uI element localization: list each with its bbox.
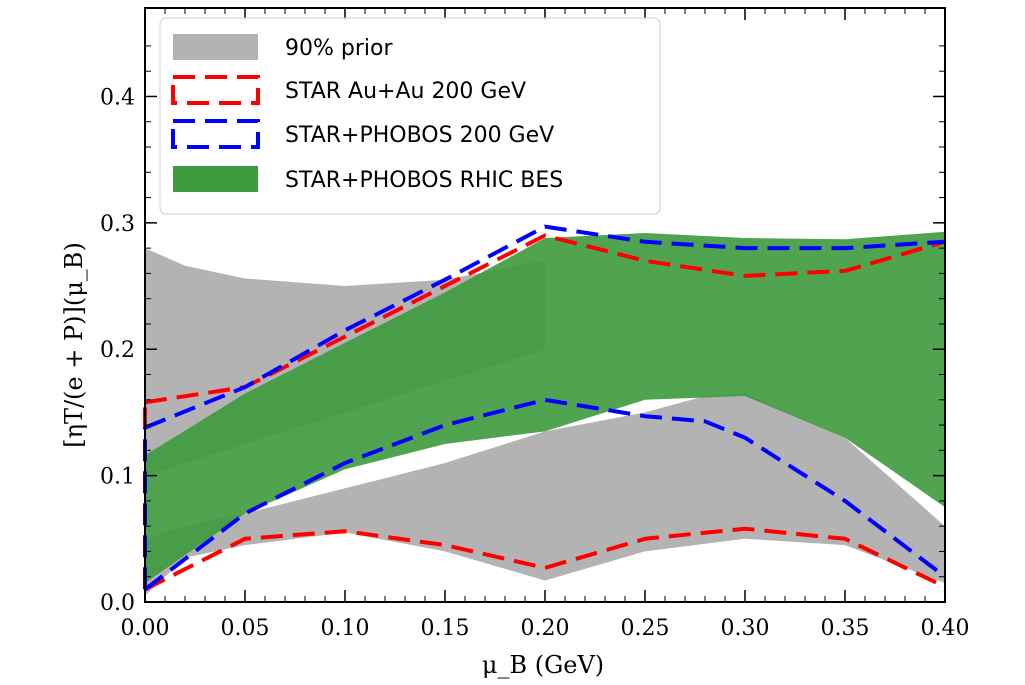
star-auau-lower-curve bbox=[144, 526, 946, 592]
x-axis-label: μ_B (GeV) bbox=[482, 651, 604, 679]
legend-swatch bbox=[171, 75, 260, 105]
legend-label: 90% prior bbox=[285, 36, 393, 61]
legend-swatch bbox=[173, 166, 258, 192]
star-phobos-upper-curve bbox=[144, 224, 946, 430]
x-tick-label: 0.15 bbox=[421, 616, 470, 641]
legend-box bbox=[159, 17, 661, 215]
x-tick-label: 0.20 bbox=[521, 616, 570, 641]
x-tick-label: 0.00 bbox=[121, 616, 170, 641]
star-phobos-lower-curve bbox=[143, 397, 947, 591]
x-tick-label: 0.40 bbox=[921, 616, 970, 641]
y-tick-label: 0.3 bbox=[100, 212, 135, 237]
axes: 0.00 0.05 0.10 0.15 0.20 0.25 0.30 0.35 0.40 0.0 0… bbox=[100, 7, 970, 641]
x-tick-label: 0.05 bbox=[221, 616, 270, 641]
rhic-bes-band bbox=[145, 231, 945, 583]
legend: 90% prior STAR Au+Au 200 GeV STAR+PHOBOS 2… bbox=[159, 17, 661, 215]
x-tick-label: 0.10 bbox=[321, 616, 370, 641]
prior-band-lower bbox=[145, 393, 945, 596]
x-tick-label: 0.35 bbox=[821, 616, 870, 641]
legend-label: STAR Au+Au 200 GeV bbox=[285, 79, 526, 104]
x-tick-label: 0.30 bbox=[721, 616, 770, 641]
y-tick-label: 0.2 bbox=[100, 338, 135, 363]
plot-area bbox=[143, 224, 947, 596]
legend-swatch bbox=[173, 34, 258, 60]
legend-swatch bbox=[171, 119, 260, 149]
legend-label: STAR+PHOBOS RHIC BES bbox=[285, 168, 563, 193]
x-tick-label: 0.25 bbox=[621, 616, 670, 641]
y-axis-label: [ηT/(e + P)](μ_B) bbox=[60, 242, 88, 448]
legend-label: STAR+PHOBOS 200 GeV bbox=[285, 123, 554, 148]
y-tick-label: 0.4 bbox=[100, 85, 135, 110]
y-tick-label: 0.0 bbox=[100, 591, 135, 616]
y-tick-label: 0.1 bbox=[100, 465, 135, 490]
